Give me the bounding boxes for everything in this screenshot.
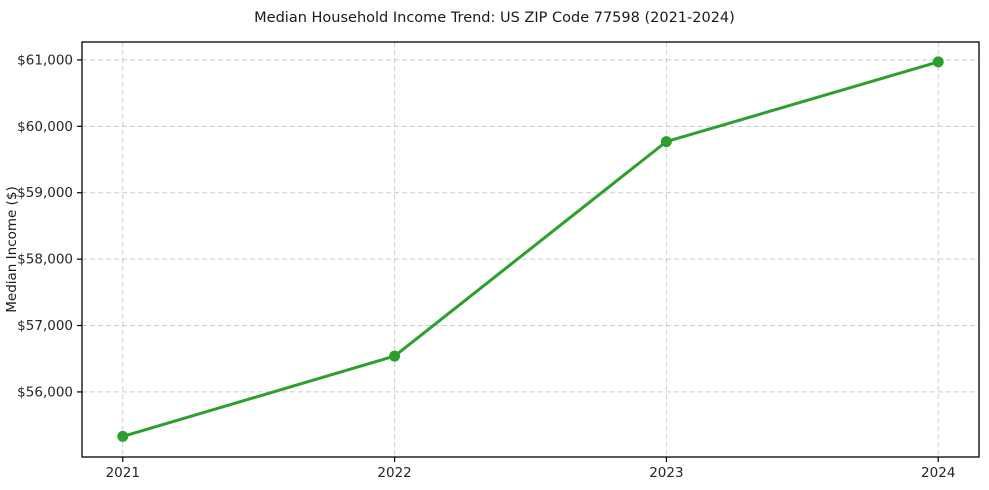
series-line bbox=[121, 60, 940, 438]
axes-layer: 2021 2022 2023 2024 $56,000 $57,000 $58,000 $59… bbox=[17, 41, 980, 481]
y-tick-label: $56,000 bbox=[17, 384, 73, 400]
data-point bbox=[117, 430, 129, 442]
x-tick-label: 2023 bbox=[649, 465, 683, 481]
y-tick-label: $59,000 bbox=[17, 185, 73, 201]
data-point bbox=[389, 350, 401, 362]
y-tick-label: $57,000 bbox=[17, 318, 73, 334]
y-axis-label: Median Income ($) bbox=[4, 186, 20, 312]
x-tick-label: 2022 bbox=[377, 465, 411, 481]
y-tick-label: $60,000 bbox=[17, 119, 73, 135]
data-point bbox=[932, 56, 944, 68]
data-point bbox=[660, 136, 672, 148]
series-layer bbox=[117, 56, 944, 442]
grid-layer bbox=[82, 42, 979, 457]
y-tick-label: $61,000 bbox=[17, 52, 73, 68]
chart-title: Median Household Income Trend: US ZIP Co… bbox=[254, 10, 735, 26]
plot-frame bbox=[81, 41, 980, 458]
y-tick-label: $58,000 bbox=[17, 252, 73, 268]
x-tick-label: 2021 bbox=[106, 465, 140, 481]
x-tick-label: 2024 bbox=[921, 465, 955, 481]
